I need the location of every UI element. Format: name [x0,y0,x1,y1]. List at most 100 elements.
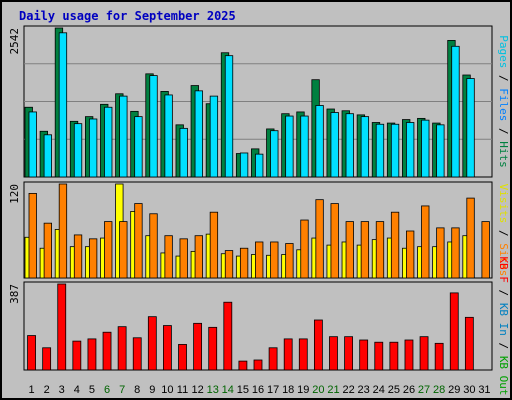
x-tick-label-21: 21 [327,384,339,396]
middle-bar-sites-day-17 [270,241,279,279]
bottom-bar-kb-f-day-22 [344,336,353,371]
x-tick-label-18: 18 [282,384,294,396]
middle-bar-sites-day-1 [28,192,37,279]
bottom-bar-kb-f-day-12 [193,322,203,371]
top-bar-files-day-2 [43,134,52,178]
x-tick-label-27: 27 [418,384,430,396]
x-tick-label-16: 16 [252,384,264,396]
top-bar-files-day-14 [224,55,234,178]
top-bar-files-day-13 [209,95,219,178]
x-tick-label-29: 29 [448,384,460,396]
middle-bar-sites-day-3 [58,183,68,279]
x-tick-label-19: 19 [297,384,309,396]
middle-bar-sites-day-28 [436,227,445,279]
middle-bar-sites-day-14 [224,250,234,279]
x-tick-label-24: 24 [373,384,385,396]
middle-bar-sites-day-27 [421,205,430,279]
middle-bar-sites-day-5 [88,238,98,279]
top-bar-files-day-18 [285,115,294,178]
x-tick-label-4: 4 [74,384,80,396]
top-bar-files-day-26 [406,122,415,178]
top-axis-label-part-2: Files [497,88,510,121]
bottom-bar-kb-f-day-4 [72,340,82,371]
bottom-axis-label-part-3: / [497,336,510,356]
middle-bar-sites-day-8 [134,203,143,279]
x-tick-label-5: 5 [89,384,95,396]
middle-bar-sites-day-2 [43,222,52,279]
middle-bar-sites-day-13 [209,211,219,279]
middle-bar-sites-day-19 [300,219,309,279]
bottom-axis-label-part-2: KB In [497,303,510,336]
x-tick-label-9: 9 [149,384,155,396]
x-tick-label-1: 1 [28,384,34,396]
top-bar-files-day-7 [119,95,128,178]
bottom-bar-kb-f-day-23 [359,339,369,371]
top-bar-files-day-20 [315,105,324,178]
bottom-bar-kb-f-day-3 [57,283,67,371]
x-tick-label-7: 7 [119,384,125,396]
top-bar-files-day-6 [104,106,113,178]
bottom-axis-label-part-1: / [497,283,510,303]
middle-bar-sites-day-30 [466,197,475,279]
top-bar-files-day-10 [164,94,173,178]
bottom-bar-kb-f-day-26 [404,339,414,371]
bottom-bar-kb-f-day-6 [102,331,112,371]
x-tick-label-28: 28 [433,384,445,396]
middle-bar-sites-day-16 [255,241,264,279]
middle-bar-sites-day-31 [481,221,490,279]
x-tick-label-15: 15 [237,384,249,396]
bottom-bar-kb-f-day-8 [132,337,142,371]
middle-bar-sites-day-9 [149,213,158,279]
middle-ymax-label: 120 [8,184,21,204]
x-tick-label-3: 3 [59,384,65,396]
bottom-bar-kb-f-day-28 [434,342,444,371]
bottom-bar-kb-f-day-17 [268,347,278,371]
top-bar-files-day-30 [466,78,475,178]
x-tick-label-23: 23 [358,384,370,396]
bottom-bar-kb-f-day-18 [283,338,293,371]
top-bar-files-day-17 [270,130,279,178]
middle-bar-sites-day-26 [406,230,415,279]
top-bar-files-day-11 [179,127,188,178]
top-bar-files-day-16 [255,153,264,178]
x-tick-label-14: 14 [222,384,234,396]
x-tick-label-31: 31 [478,384,490,396]
bottom-bar-kb-f-day-2 [42,347,52,371]
bottom-bar-kb-f-day-5 [87,338,97,371]
top-bar-files-day-3 [58,32,68,178]
x-tick-label-13: 13 [207,384,219,396]
bottom-bar-kb-f-day-30 [464,316,474,371]
middle-bar-sites-day-12 [194,235,203,279]
bottom-axis-label: KB F / KB In / KB Out [497,256,510,395]
middle-bar-sites-day-22 [345,221,354,279]
bottom-bar-kb-f-day-20 [313,319,323,371]
top-bar-files-day-12 [194,90,203,178]
x-tick-label-22: 22 [342,384,354,396]
middle-bar-sites-day-18 [285,243,294,279]
top-axis-label: Pages / Files / Hits [497,35,510,168]
bottom-bar-kb-f-day-15 [238,360,248,371]
middle-bar-sites-day-10 [164,235,173,279]
chart-title: Daily usage for September 2025 [19,9,236,23]
top-bar-files-day-24 [375,123,385,178]
top-bar-files-day-29 [451,45,460,178]
bottom-bar-kb-f-day-19 [298,338,308,371]
bottom-axis-label-part-4: KB Out [497,356,510,396]
middle-bar-sites-day-25 [390,211,400,279]
x-tick-label-6: 6 [104,384,110,396]
middle-bar-sites-day-23 [360,221,370,279]
top-bar-files-day-4 [73,123,83,178]
x-tick-label-30: 30 [463,384,475,396]
top-bar-files-day-8 [134,116,143,178]
middle-bar-sites-day-4 [73,234,83,279]
middle-axis-label-part-2: Sites [497,243,510,276]
top-bar-files-day-21 [330,112,339,178]
bottom-bar-kb-f-day-7 [117,326,127,371]
x-tick-label-8: 8 [134,384,140,396]
top-ymax-label: 2542 [8,28,21,55]
top-bar-files-day-22 [345,113,354,178]
x-tick-label-2: 2 [44,384,50,396]
top-axis-label-part-1: / [497,68,510,88]
